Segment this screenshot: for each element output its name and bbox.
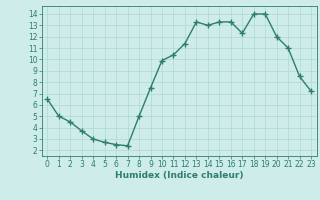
X-axis label: Humidex (Indice chaleur): Humidex (Indice chaleur): [115, 171, 244, 180]
